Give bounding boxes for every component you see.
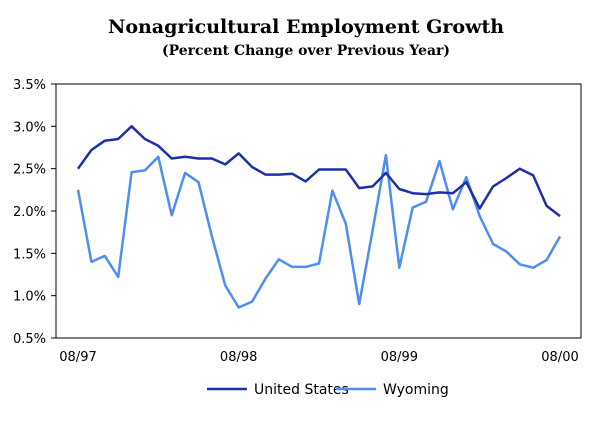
series-line-united-states — [76, 125, 561, 218]
y-tick-label: 1.0% — [13, 290, 46, 305]
y-tick-label: 1.5% — [13, 247, 46, 262]
x-tick-label: 08/99 — [381, 350, 418, 365]
x-tick-label: 08/98 — [220, 350, 257, 365]
legend-label: United States — [254, 382, 349, 398]
chart-title: Nonagricultural Employment Growth — [108, 16, 504, 38]
y-tick-label: 3.5% — [13, 78, 46, 93]
y-tick-label: 0.5% — [13, 332, 46, 347]
series-line-wyoming — [76, 153, 562, 309]
y-tick-label: 2.5% — [13, 163, 46, 178]
x-tick-label: 08/97 — [59, 350, 96, 365]
y-tick-label: 3.0% — [13, 120, 46, 135]
y-tick-label: 2.0% — [13, 205, 46, 220]
plot-area — [55, 83, 582, 339]
x-axis-ticks: 08/97 08/98 08/99 08/00 — [59, 350, 578, 365]
chart-subtitle: (Percent Change over Previous Year) — [162, 43, 450, 59]
y-axis-ticks: 0.5% 1.0% 1.5% 2.0% 2.5% 3.0% 3.5% — [13, 78, 56, 347]
legend-label: Wyoming — [383, 382, 449, 398]
legend: United States Wyoming — [207, 382, 449, 398]
x-tick-label: 08/00 — [541, 350, 578, 365]
series-lines — [76, 125, 562, 309]
